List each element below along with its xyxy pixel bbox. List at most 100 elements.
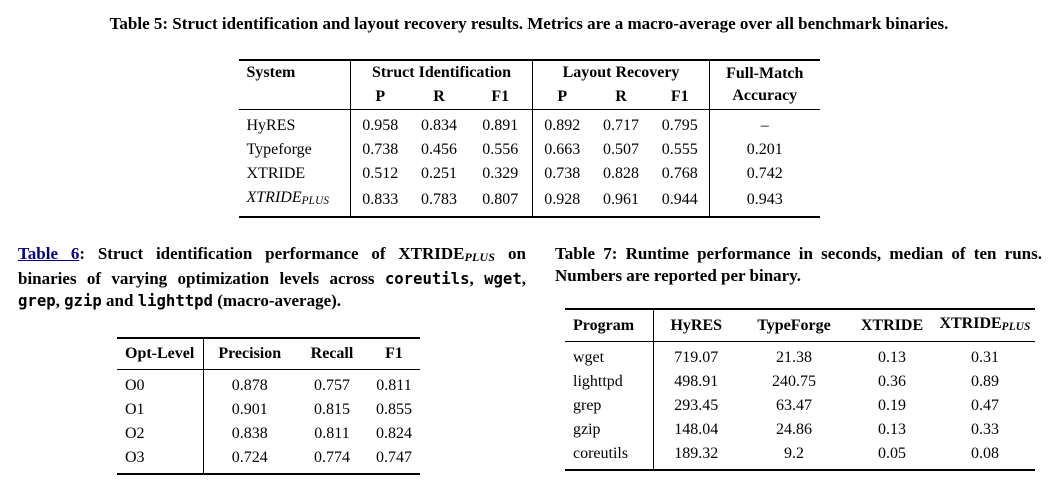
cell: 719.07 bbox=[652, 341, 739, 371]
cell: 0.838 bbox=[202, 422, 296, 447]
cell: 0.456 bbox=[421, 141, 457, 158]
program-name: lighttpd bbox=[573, 373, 623, 391]
cell: 0.738 bbox=[532, 162, 592, 186]
table-row: O1 0.901 0.815 0.855 bbox=[117, 398, 420, 423]
table7-header-xtride: XTRIDE bbox=[849, 309, 935, 343]
cell: 21.38 bbox=[776, 349, 812, 367]
cell: 0.33 bbox=[971, 421, 999, 439]
cell: 0.36 bbox=[878, 373, 906, 391]
table5-header-layout-recovery: Layout Recovery bbox=[532, 60, 710, 85]
table-row: HyRES 0.958 0.834 0.891 0.892 0.717 0.79… bbox=[239, 109, 820, 138]
table6-link[interactable]: Table 6 bbox=[18, 244, 80, 264]
cell: 0.958 bbox=[350, 109, 410, 138]
caption-text: (macro-average). bbox=[212, 291, 342, 311]
table-row: O0 0.878 0.757 0.811 bbox=[117, 369, 420, 399]
system-name: XTRIDE bbox=[246, 165, 306, 182]
table7-header-row: Program HyRES TypeForge XTRIDE XTRIDEPLU… bbox=[565, 309, 1035, 343]
cell: 0.783 bbox=[421, 190, 457, 208]
caption-text: , bbox=[469, 269, 485, 289]
table5-header-row-groups: System Struct Identification Layout Reco… bbox=[238, 60, 820, 110]
cell: 0.724 bbox=[202, 446, 296, 475]
caption-text: and bbox=[101, 291, 138, 311]
cell: 0.811 bbox=[376, 377, 412, 395]
caption-text: : Struct identification performance of bbox=[79, 244, 399, 264]
cell: 0.13 bbox=[878, 421, 906, 439]
table5-caption: Table 5: Struct identification and layou… bbox=[109, 14, 949, 33]
table-row: XTRIDEPLUS 0.833 0.783 0.807 0.928 0.961… bbox=[239, 186, 820, 218]
system-name: XTRIDEPLUS bbox=[239, 186, 351, 217]
cell: 0.944 bbox=[661, 190, 698, 208]
table5: System Struct Identification Layout Reco… bbox=[238, 59, 820, 219]
opt-level: O0 bbox=[125, 377, 145, 395]
cell: 0.855 bbox=[376, 401, 412, 419]
table6-header-f1: F1 bbox=[368, 338, 420, 371]
table6-header-precision: Precision bbox=[202, 338, 296, 371]
table5-header-p2: P bbox=[532, 85, 592, 110]
caption-text: , bbox=[55, 291, 65, 311]
cell: 0.89 bbox=[971, 373, 999, 391]
cell: 0.31 bbox=[971, 349, 999, 367]
cell: 240.75 bbox=[772, 373, 816, 391]
table6-header-recall: Recall bbox=[296, 338, 368, 371]
table6-header-opt-level: Opt-Level bbox=[117, 338, 203, 371]
table7-header-hyres: HyRES bbox=[652, 309, 739, 343]
mono-coreutils: coreutils bbox=[384, 269, 470, 289]
cell: 0.717 bbox=[603, 117, 639, 134]
table5-header-struct-identification: Struct Identification bbox=[350, 60, 533, 85]
cell: 0.05 bbox=[878, 445, 906, 463]
system-name: HyRES bbox=[246, 117, 296, 134]
cell: 498.91 bbox=[652, 370, 739, 395]
table7-caption: Table 7: Runtime performance in seconds,… bbox=[555, 244, 1042, 286]
table5-header-f12: F1 bbox=[650, 85, 710, 110]
table5-header-system: System bbox=[238, 60, 351, 110]
caption-text: , bbox=[521, 269, 526, 289]
cell: 0.961 bbox=[603, 190, 639, 208]
opt-level: O1 bbox=[125, 401, 145, 419]
table-row: grep 293.45 63.47 0.19 0.47 bbox=[565, 394, 1035, 419]
opt-level: O2 bbox=[125, 425, 145, 443]
cell: 0.901 bbox=[202, 398, 296, 423]
cell: 0.833 bbox=[350, 186, 410, 218]
bottom-columns: Table 6: Struct identification performan… bbox=[0, 243, 1058, 476]
table7-header-xtride-plus: XTRIDEPLUS bbox=[935, 309, 1035, 343]
table6-caption: Table 6: Struct identification performan… bbox=[18, 243, 526, 312]
caption-text: on binaries of varying optimization leve… bbox=[18, 244, 526, 289]
cell: 9.2 bbox=[784, 445, 804, 463]
program-name: wget bbox=[573, 349, 605, 367]
program-name: gzip bbox=[573, 421, 601, 439]
cell: 0.824 bbox=[376, 425, 412, 443]
table5-header-r2: R bbox=[591, 85, 651, 110]
mono-wget: wget bbox=[484, 269, 522, 289]
cell: 0.795 bbox=[661, 117, 698, 134]
system-name-base: XTRIDE bbox=[246, 189, 302, 206]
cell: 0.815 bbox=[314, 401, 350, 419]
system-name-subscript: PLUS bbox=[301, 195, 330, 208]
cell: 0.892 bbox=[532, 109, 592, 138]
table-row: wget 719.07 21.38 0.13 0.31 bbox=[565, 341, 1035, 371]
cell: 0.507 bbox=[603, 141, 639, 158]
cell: 0.834 bbox=[421, 117, 457, 134]
xtride-plus-subscript: PLUS bbox=[1001, 321, 1031, 334]
cell: 189.32 bbox=[652, 442, 739, 471]
table-row: gzip 148.04 24.86 0.13 0.33 bbox=[565, 418, 1035, 443]
table-row: O3 0.724 0.774 0.747 bbox=[117, 446, 420, 475]
table7: Program HyRES TypeForge XTRIDE XTRIDEPLU… bbox=[565, 308, 1035, 472]
cell: 0.891 bbox=[482, 117, 519, 134]
full-match-line2: Accuracy bbox=[732, 87, 798, 104]
program-name: coreutils bbox=[573, 445, 629, 463]
table-row: lighttpd 498.91 240.75 0.36 0.89 bbox=[565, 370, 1035, 395]
cell: 0.329 bbox=[482, 165, 519, 182]
cell: 0.828 bbox=[603, 165, 639, 182]
xtride-subscript: PLUS bbox=[464, 250, 496, 265]
table6-column: Table 6: Struct identification performan… bbox=[18, 243, 526, 476]
mono-lighttpd: lighttpd bbox=[137, 291, 213, 311]
cell: 0.768 bbox=[661, 165, 698, 182]
cell: 0.742 bbox=[709, 162, 820, 186]
full-match-line1: Full-Match bbox=[726, 65, 804, 82]
table5-header-p1: P bbox=[350, 85, 410, 110]
table5-header-row-metrics: P R F1 P R F1 bbox=[239, 85, 820, 110]
cell: 0.747 bbox=[376, 449, 412, 467]
cell: 148.04 bbox=[652, 418, 739, 443]
cell: – bbox=[709, 109, 820, 138]
